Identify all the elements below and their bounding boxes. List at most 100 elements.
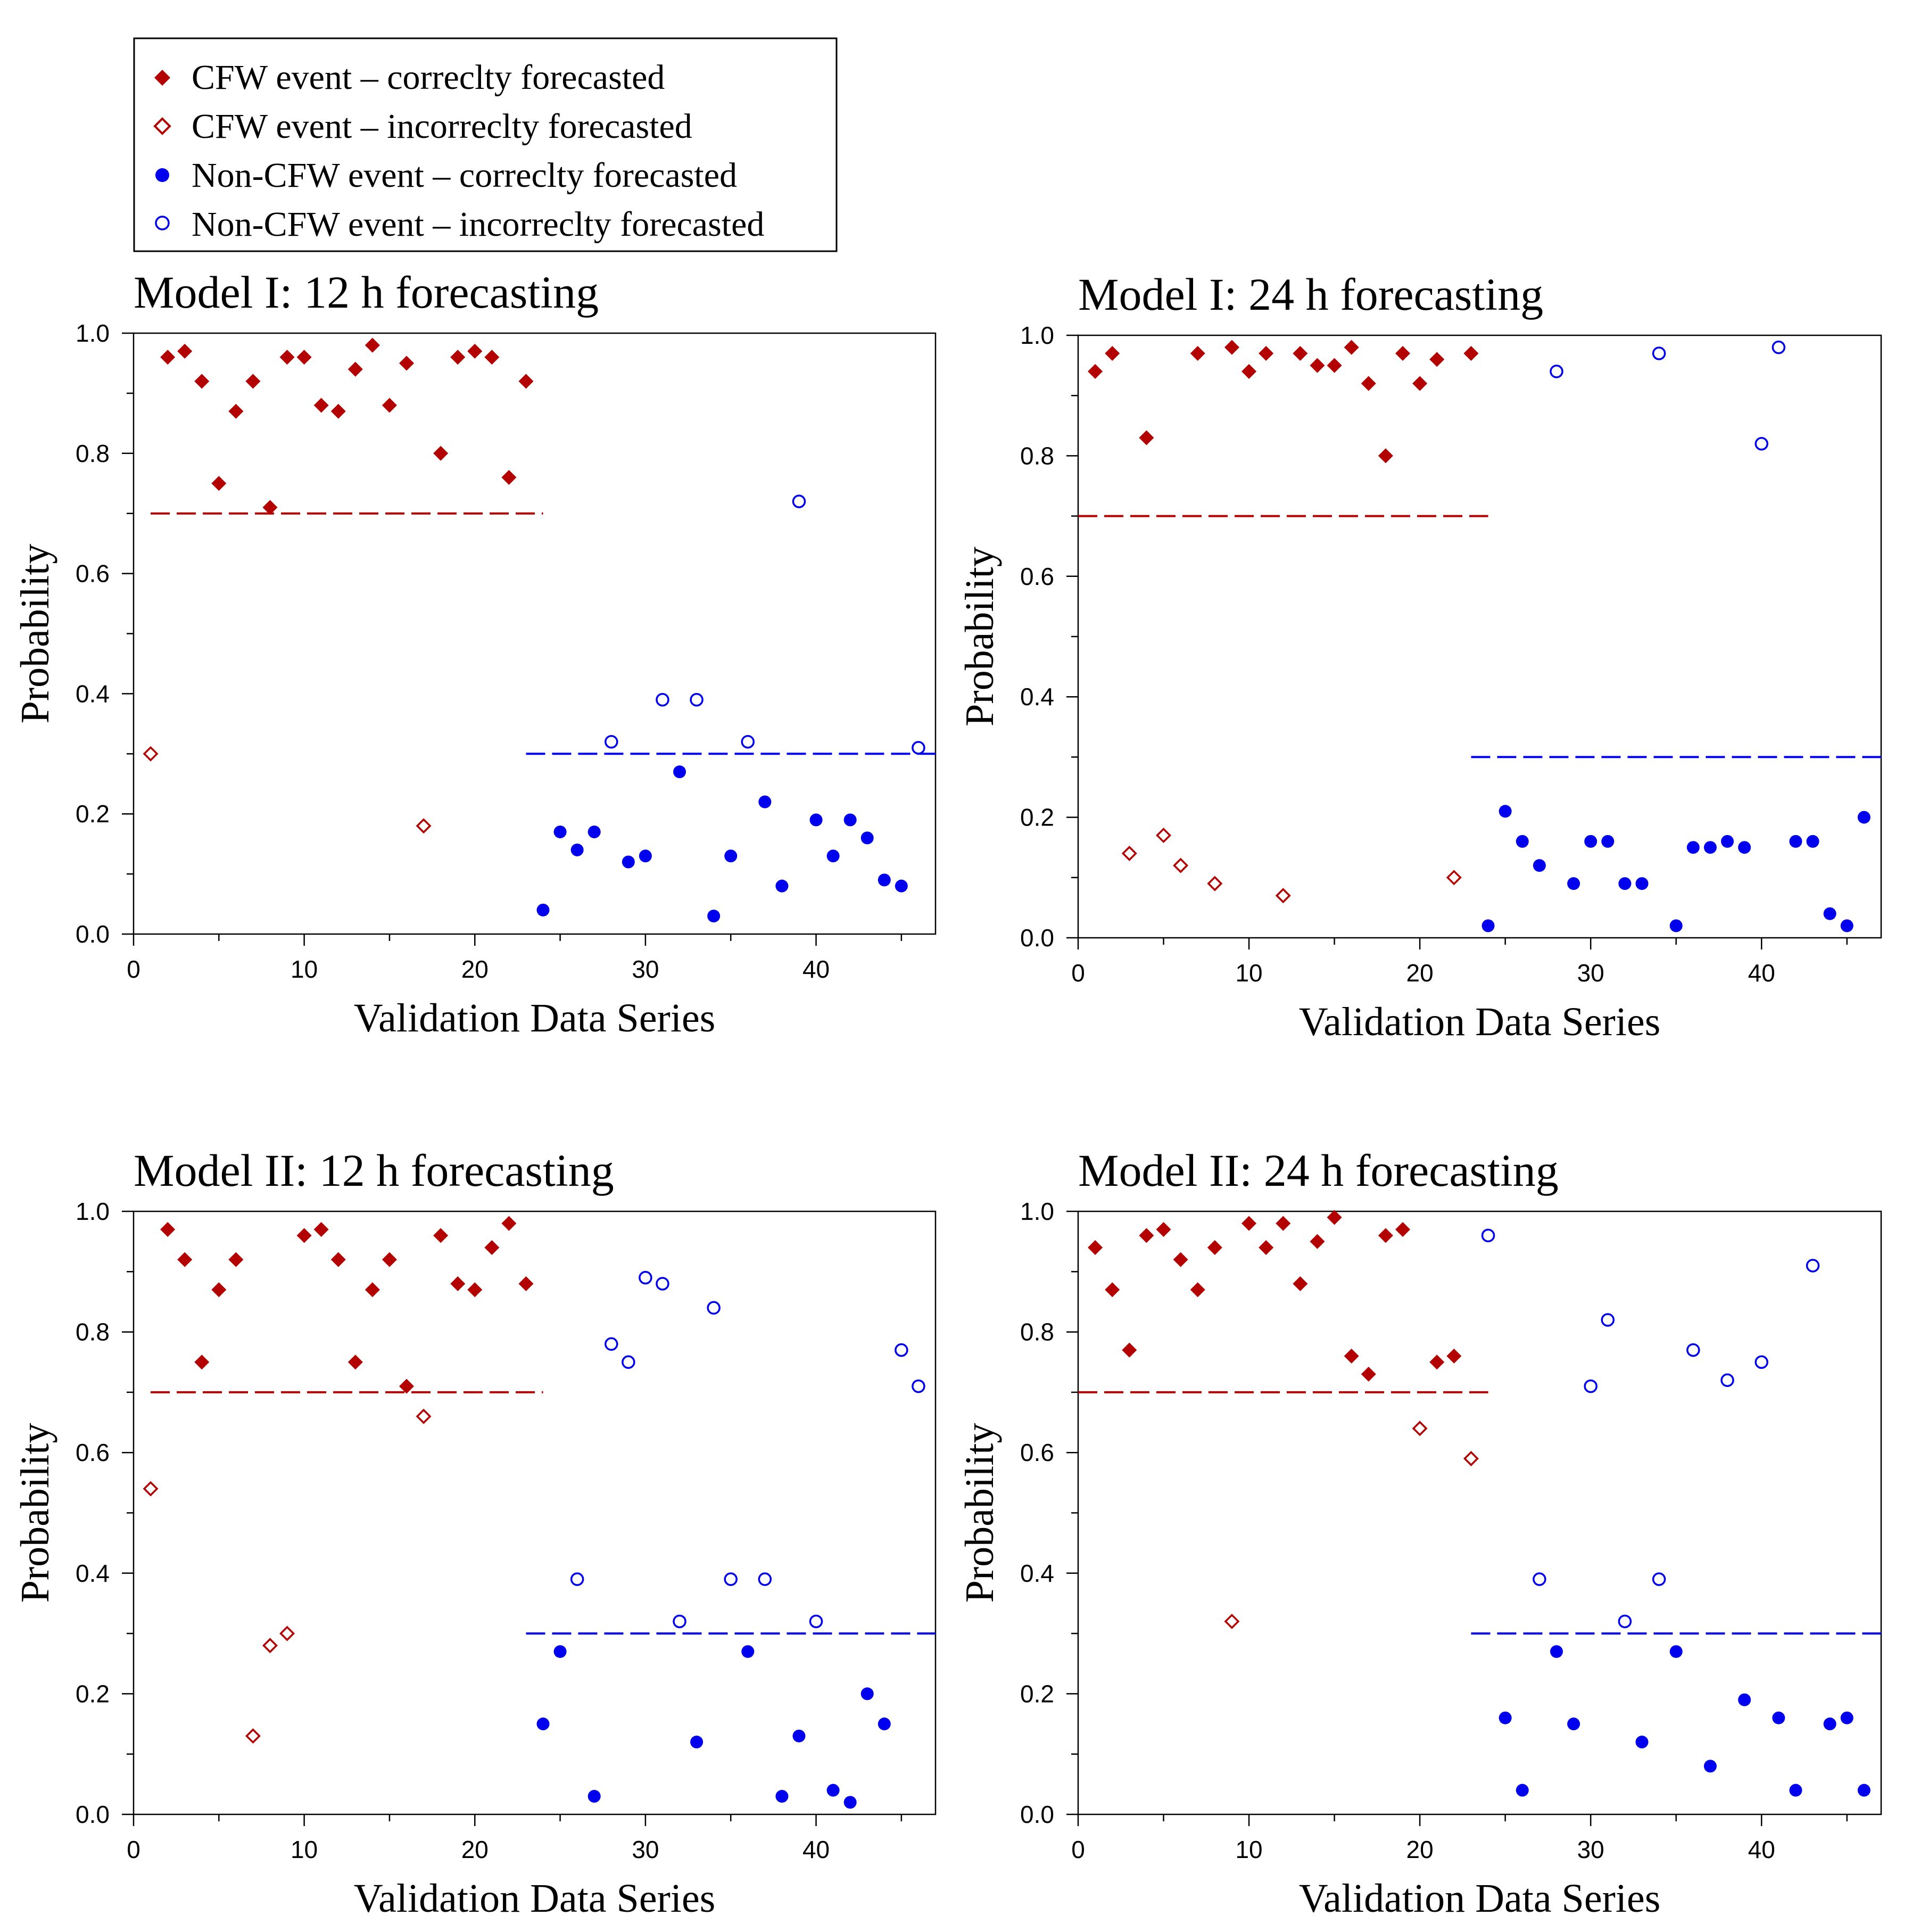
point-cfw-correct <box>177 1252 193 1267</box>
point-noncfw-incorrect <box>1584 1379 1598 1393</box>
x-tick-label: 10 <box>1235 1836 1262 1863</box>
point-noncfw-correct <box>1823 1718 1836 1731</box>
point-cfw-correct <box>433 1228 449 1243</box>
point-noncfw-incorrect <box>1754 1355 1769 1369</box>
point-noncfw-correct <box>1703 841 1717 854</box>
panel-model-ii-12h: Model II: 12 h forecasting 0 10 20 30 40 0.0 0.… <box>13 1145 937 1921</box>
y-tick-label: 0.6 <box>76 560 110 588</box>
y-tick-label: 0.0 <box>1020 924 1054 952</box>
point-cfw-correct <box>382 1252 397 1267</box>
y-tick-label: 0.2 <box>1020 804 1054 831</box>
point-noncfw-incorrect <box>673 1614 686 1629</box>
y-axis-label: Probability <box>13 1423 57 1603</box>
point-noncfw-incorrect <box>570 1572 584 1586</box>
x-tick-label: 10 <box>291 955 318 983</box>
point-noncfw-incorrect <box>912 741 925 755</box>
point-cfw-incorrect <box>245 1728 261 1744</box>
point-noncfw-correct <box>1669 919 1683 932</box>
point-cfw-incorrect <box>1412 1421 1428 1436</box>
point-noncfw-incorrect <box>1601 1313 1615 1327</box>
point-cfw-incorrect <box>1121 846 1137 861</box>
point-noncfw-correct <box>1738 841 1751 854</box>
point-cfw-correct <box>467 1282 483 1298</box>
y-tick-label: 0.8 <box>1020 442 1054 469</box>
point-noncfw-incorrect <box>1550 365 1563 378</box>
point-cfw-correct <box>1429 1355 1445 1370</box>
point-cfw-correct <box>1259 1240 1274 1255</box>
point-noncfw-correct <box>1516 835 1529 848</box>
legend-item-cfw-correct: CFW event – correclty forecasted <box>154 58 665 97</box>
legend-marker-diamond-filled <box>154 70 170 86</box>
x-tick-label: 30 <box>632 955 659 983</box>
point-noncfw-correct <box>1857 811 1870 824</box>
point-noncfw-incorrect <box>758 1572 772 1586</box>
x-axis-label: Validation Data Series <box>354 1876 716 1921</box>
point-noncfw-correct <box>878 1718 891 1731</box>
point-noncfw-correct <box>639 849 652 863</box>
point-noncfw-correct <box>878 873 891 887</box>
point-cfw-correct <box>1344 1348 1359 1364</box>
point-noncfw-correct <box>741 1645 755 1658</box>
point-noncfw-correct <box>587 825 601 839</box>
panel-title: Model I: 24 h forecasting <box>1078 269 1543 320</box>
point-noncfw-correct <box>1857 1784 1870 1797</box>
point-noncfw-correct <box>553 825 567 839</box>
x-axis-label: Validation Data Series <box>1299 1876 1661 1921</box>
y-axis-label: Probability <box>957 547 1002 726</box>
point-noncfw-incorrect <box>741 734 755 749</box>
point-cfw-correct <box>1463 345 1479 361</box>
point-cfw-incorrect <box>143 746 159 762</box>
point-cfw-incorrect <box>262 1638 278 1654</box>
legend-marker-circle-filled <box>155 168 169 182</box>
point-noncfw-incorrect <box>724 1572 738 1586</box>
point-noncfw-correct <box>1721 835 1734 848</box>
point-cfw-incorrect <box>1207 876 1223 891</box>
point-noncfw-correct <box>1789 835 1802 848</box>
y-axis-label: Probability <box>957 1423 1002 1603</box>
point-noncfw-correct <box>1703 1760 1717 1773</box>
point-cfw-correct <box>382 398 397 413</box>
point-noncfw-correct <box>1499 805 1512 818</box>
point-cfw-correct <box>450 1276 466 1291</box>
point-noncfw-correct <box>1738 1693 1751 1706</box>
point-cfw-correct <box>1173 1252 1188 1267</box>
x-tick-label: 0 <box>127 955 140 983</box>
point-noncfw-correct <box>775 879 789 893</box>
point-cfw-correct <box>1105 345 1120 361</box>
point-noncfw-correct <box>1533 859 1546 872</box>
point-noncfw-correct <box>1840 1711 1853 1724</box>
x-tick-label: 30 <box>1577 1836 1604 1863</box>
legend: CFW event – correclty forecasted CFW eve… <box>133 37 838 252</box>
point-cfw-correct <box>1446 1348 1462 1364</box>
panel-model-i-24h: Model I: 24 h forecasting 0 10 20 30 40 0.0 0.2… <box>957 269 1882 1044</box>
point-noncfw-correct <box>1635 877 1649 890</box>
point-cfw-correct <box>296 1228 312 1243</box>
point-cfw-correct <box>1241 364 1257 379</box>
x-tick-label: 10 <box>291 1836 318 1863</box>
point-noncfw-incorrect <box>1720 1373 1734 1387</box>
x-tick-label: 20 <box>1406 959 1434 987</box>
point-cfw-correct <box>1429 352 1445 367</box>
x-axis-label: Validation Data Series <box>1299 1000 1661 1044</box>
point-cfw-incorrect <box>1156 828 1172 844</box>
point-noncfw-correct <box>1516 1784 1529 1797</box>
y-tick-label: 0.4 <box>1020 1559 1054 1587</box>
y-tick-label: 1.0 <box>76 1198 110 1225</box>
x-tick-label: 0 <box>1071 1836 1085 1863</box>
point-noncfw-correct <box>1567 1718 1580 1731</box>
point-noncfw-correct <box>724 849 738 863</box>
point-cfw-correct <box>399 356 415 371</box>
point-cfw-correct <box>1259 345 1274 361</box>
point-cfw-correct <box>228 1252 244 1267</box>
y-tick-label: 0.8 <box>1020 1318 1054 1346</box>
point-cfw-correct <box>1207 1240 1222 1255</box>
point-cfw-correct <box>330 403 346 419</box>
point-cfw-incorrect <box>1173 857 1189 873</box>
point-cfw-correct <box>1395 1221 1411 1237</box>
point-noncfw-incorrect <box>809 1614 823 1629</box>
point-cfw-incorrect <box>1275 888 1291 904</box>
point-cfw-correct <box>501 469 517 485</box>
y-tick-label: 0.6 <box>1020 563 1054 590</box>
point-cfw-correct <box>262 500 278 515</box>
